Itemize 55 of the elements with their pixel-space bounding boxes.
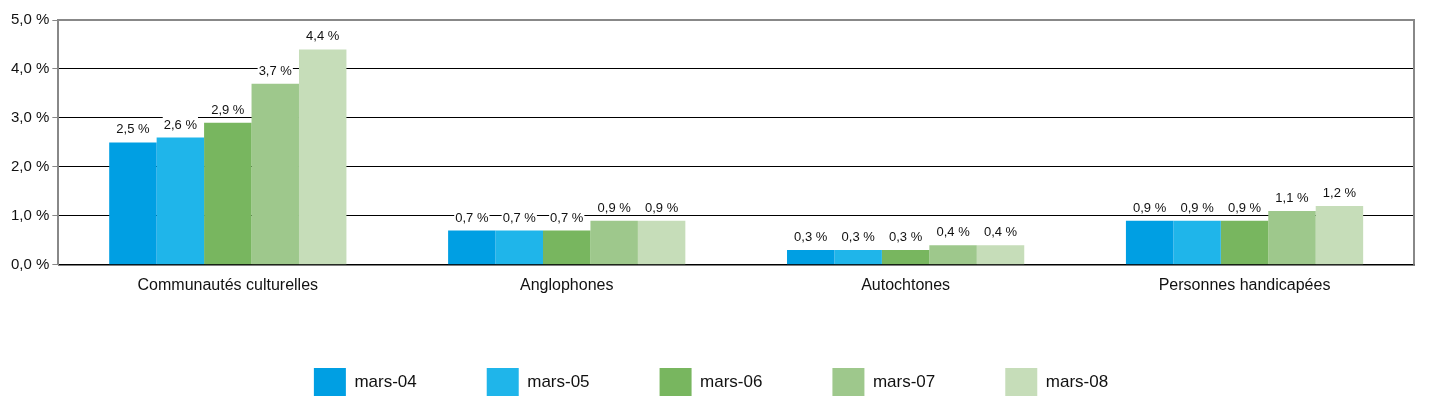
bar (448, 230, 496, 265)
data-label: 3,7 % (258, 62, 293, 78)
y-tick-label: 2,0 % (11, 157, 50, 175)
data-label: 0,7 % (550, 209, 584, 225)
legend-label: mars-07 (872, 371, 936, 391)
data-label: 2,6 % (163, 116, 198, 132)
data-label: 0,3 % (889, 229, 923, 245)
bar (1315, 206, 1364, 265)
legend-label: mars-06 (700, 371, 763, 391)
data-label: 0,4 % (983, 224, 1018, 240)
data-label: 0,9 % (1180, 199, 1215, 215)
legend-label: mars-04 (354, 371, 417, 391)
bar (1220, 220, 1269, 265)
data-label: 0,3 % (841, 229, 876, 245)
legend-label: mars-05 (527, 371, 590, 391)
y-tick-label: 1,0 % (11, 205, 50, 223)
x-tick-label: Autochtones (861, 275, 951, 293)
bar (834, 250, 882, 265)
bar (298, 49, 347, 265)
x-tick-label: Anglophones (520, 275, 614, 293)
bar (787, 250, 835, 265)
bar (1173, 220, 1221, 265)
y-tick-label: 3,0 % (11, 108, 50, 126)
data-label: 0,7 % (502, 209, 537, 225)
x-tick-label: Communautés culturelles (137, 275, 319, 293)
data-label: 0,4 % (936, 224, 971, 240)
bar (495, 230, 543, 265)
data-label: 0,7 % (455, 209, 489, 225)
bar (543, 230, 591, 265)
bar (204, 122, 252, 265)
bar (881, 250, 930, 265)
x-tick-label: Personnes handicapées (1158, 275, 1331, 293)
data-label: 2,9 % (211, 101, 245, 117)
data-label: 0,9 % (1133, 199, 1167, 215)
bar (929, 245, 977, 265)
data-label: 0,9 % (597, 199, 632, 215)
data-label: 0,9 % (1227, 199, 1262, 215)
bar (976, 245, 1025, 265)
data-label: 0,3 % (794, 229, 828, 245)
bar (1268, 210, 1316, 265)
y-tick-label: 5,0 % (11, 10, 50, 28)
bar (109, 142, 157, 265)
y-tick-label: 4,0 % (11, 59, 50, 77)
data-label: 1,2 % (1322, 185, 1357, 201)
bar (637, 220, 686, 265)
bar (590, 220, 638, 265)
bar (251, 83, 299, 265)
data-label: 4,4 % (306, 28, 340, 44)
bar (156, 137, 205, 265)
y-tick-label: 0,0 % (11, 254, 50, 272)
data-label: 2,5 % (116, 121, 150, 137)
data-label: 1,1 % (1275, 190, 1310, 206)
legend-label: mars-08 (1045, 371, 1109, 391)
bar (1125, 220, 1174, 265)
data-label: 0,9 % (644, 199, 679, 215)
